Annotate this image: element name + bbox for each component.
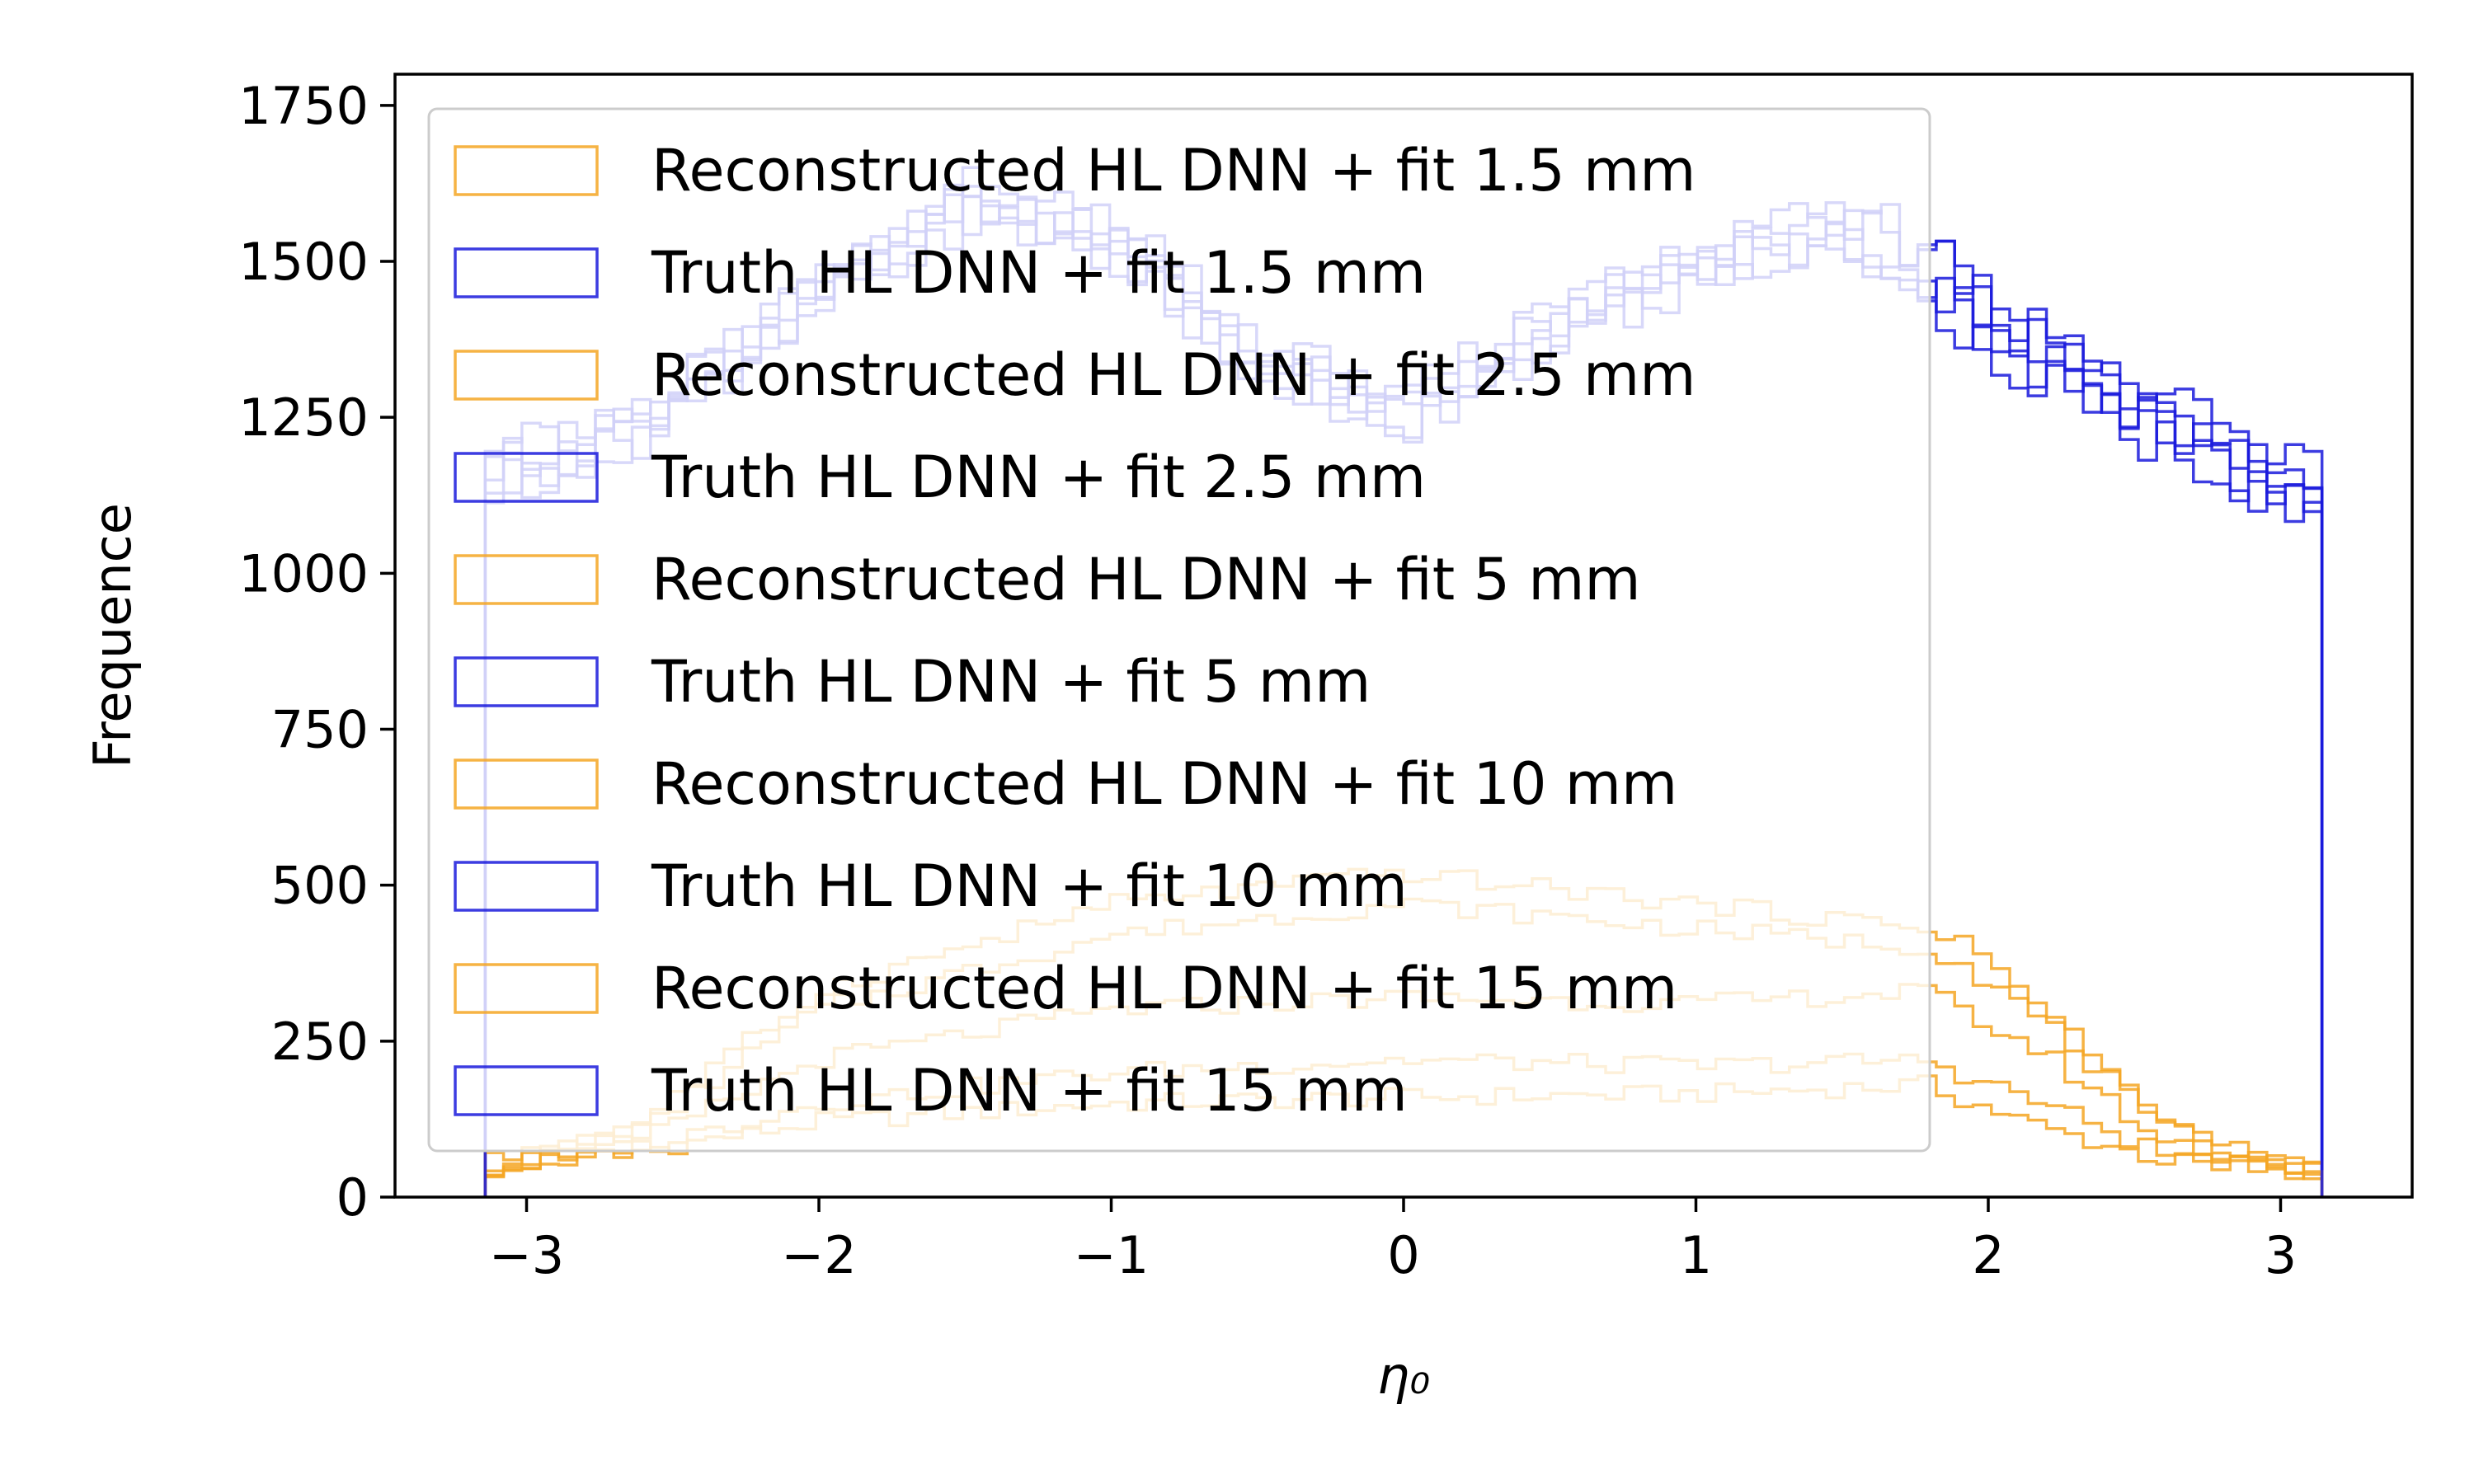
x-tick-label: −3 bbox=[489, 1225, 564, 1285]
y-tick-label: 1250 bbox=[238, 387, 369, 448]
legend-swatch bbox=[454, 350, 599, 401]
legend-swatch bbox=[454, 963, 599, 1014]
legend-swatch bbox=[454, 452, 599, 503]
legend-label: Truth HL DNN + fit 5 mm bbox=[651, 648, 1371, 716]
y-tick-label: 750 bbox=[271, 700, 369, 760]
y-tick-label: 0 bbox=[336, 1167, 369, 1228]
y-tick-label: 500 bbox=[271, 856, 369, 916]
y-axis-label: Frequence bbox=[82, 503, 143, 768]
legend: Reconstructed HL DNN + fit 1.5 mm Truth H… bbox=[427, 107, 1931, 1153]
x-tick-label: −2 bbox=[781, 1225, 856, 1285]
x-tick-label: 0 bbox=[1387, 1225, 1419, 1285]
legend-label: Truth HL DNN + fit 15 mm bbox=[651, 1057, 1408, 1125]
legend-label: Truth HL DNN + fit 1.5 mm bbox=[651, 239, 1426, 307]
x-tick-label: 3 bbox=[2265, 1225, 2297, 1285]
y-tick-label: 1750 bbox=[238, 76, 369, 136]
legend-swatch bbox=[454, 656, 599, 707]
y-tick-label: 250 bbox=[271, 1012, 369, 1072]
x-tick-label: 2 bbox=[1972, 1225, 2004, 1285]
legend-swatch bbox=[454, 1065, 599, 1116]
legend-label: Reconstructed HL DNN + fit 10 mm bbox=[651, 750, 1677, 818]
x-axis: −3 −2 −1 0 1 2 3 bbox=[489, 1197, 2297, 1285]
legend-swatch bbox=[454, 554, 599, 605]
legend-label: Reconstructed HL DNN + fit 15 mm bbox=[651, 955, 1677, 1022]
y-axis: 0 250 500 750 1000 1250 1500 1750 bbox=[238, 76, 395, 1228]
y-tick-label: 1000 bbox=[238, 543, 369, 603]
legend-label: Truth HL DNN + fit 2.5 mm bbox=[651, 444, 1426, 511]
y-tick-label: 1500 bbox=[238, 232, 369, 292]
legend-swatch bbox=[454, 758, 599, 810]
legend-swatch bbox=[454, 145, 599, 196]
x-tick-label: 1 bbox=[1680, 1225, 1712, 1285]
legend-swatch bbox=[454, 247, 599, 298]
legend-box bbox=[427, 107, 1931, 1153]
legend-swatch bbox=[454, 861, 599, 912]
legend-label: Truth HL DNN + fit 10 mm bbox=[651, 852, 1408, 920]
legend-label: Reconstructed HL DNN + fit 1.5 mm bbox=[651, 137, 1696, 204]
x-tick-label: −1 bbox=[1074, 1225, 1149, 1285]
legend-label: Reconstructed HL DNN + fit 2.5 mm bbox=[651, 341, 1696, 409]
x-axis-label: η₀ bbox=[1377, 1345, 1430, 1406]
legend-label: Reconstructed HL DNN + fit 5 mm bbox=[651, 546, 1641, 613]
